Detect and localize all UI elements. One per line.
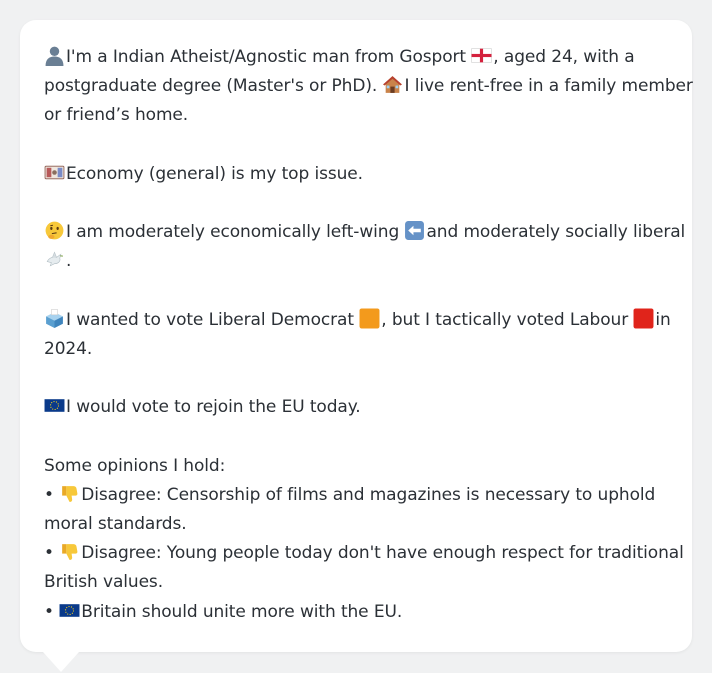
ideology-line: I am moderately economically left-wing a…	[44, 218, 685, 247]
ideology-line-cont: .	[44, 247, 668, 276]
thumbs-down-icon	[59, 541, 80, 562]
vote-year: 2024.	[44, 338, 93, 359]
bio-housing: I live rent-free in a family member	[404, 76, 693, 97]
spacer	[44, 131, 668, 160]
ideology-end: .	[66, 251, 72, 272]
ideology-economic: I am moderately economically left-wing	[66, 222, 400, 243]
bio-line: postgraduate degree (Master's or PhD). I…	[44, 72, 693, 101]
orange-square-icon	[359, 308, 380, 329]
list-item: • Disagree: Censorship of films and maga…	[44, 481, 668, 510]
dove-icon	[44, 249, 65, 270]
bio-age-degree: , aged 24, with a	[493, 47, 635, 67]
vote-intended: I wanted to vote Liberal Democrat	[66, 309, 354, 330]
spacer	[44, 277, 668, 306]
profile-card: I'm a Indian Atheist/Agnostic man from G…	[20, 20, 693, 652]
spacer	[44, 364, 668, 393]
bio-housing-cont: or friend’s home.	[44, 105, 189, 126]
list-item: • Britain should unite more with the EU.	[44, 598, 668, 627]
profile-text: I'm a Indian Atheist/Agnostic man from G…	[44, 43, 693, 627]
spacer	[44, 422, 668, 451]
eu-line: I would vote to rejoin the EU today.	[44, 393, 668, 422]
bullet: •	[44, 543, 54, 564]
opinion-text: Disagree: Young people today don't have …	[81, 543, 684, 564]
opinion-text: British values.	[44, 572, 163, 593]
speech-bubble-tail	[43, 652, 79, 672]
opinion-text: Disagree: Censorship of films and magazi…	[81, 484, 656, 505]
ballot-box-icon	[44, 308, 65, 329]
vote-actual: , but I tactically voted Labour	[381, 309, 629, 330]
spacer	[44, 189, 668, 218]
vote-line: I wanted to vote Liberal Democrat , but …	[44, 306, 671, 335]
opinions-heading: Some opinions I hold:	[44, 455, 226, 476]
issue-line: Economy (general) is my top issue.	[44, 160, 668, 189]
eu-flag-icon	[59, 600, 80, 621]
thumbs-down-icon	[59, 483, 80, 504]
list-item-cont: moral standards.	[44, 510, 668, 539]
top-issue: Economy (general) is my top issue.	[66, 163, 363, 184]
vote-line-cont: 2024.	[44, 335, 668, 364]
vote-in: in	[655, 309, 671, 330]
person-silhouette-icon	[44, 45, 65, 66]
money-banknote-icon	[44, 162, 65, 183]
bio-line: or friend’s home.	[44, 101, 668, 130]
red-square-icon	[633, 308, 654, 329]
bio-intro: I'm a Indian Atheist/Agnostic man from G…	[66, 47, 466, 67]
bullet: •	[44, 484, 54, 505]
opinion-text: Britain should unite more with the EU.	[81, 601, 403, 622]
opinion-text: moral standards.	[44, 514, 187, 534]
eu-flag-icon	[44, 395, 65, 416]
bullet: •	[44, 601, 54, 622]
bio-line: I'm a Indian Atheist/Agnostic man from G…	[44, 43, 668, 72]
list-item: • Disagree: Young people today don't hav…	[44, 539, 684, 568]
list-item-cont: British values.	[44, 568, 668, 597]
ideology-social: and moderately socially liberal	[426, 222, 686, 243]
bio-degree: postgraduate degree (Master's or PhD).	[44, 76, 378, 97]
house-icon	[382, 74, 403, 95]
england-flag-icon	[471, 45, 493, 66]
left-arrow-icon	[404, 220, 425, 241]
thinking-face-icon	[44, 220, 65, 241]
eu-stance: I would vote to rejoin the EU today.	[66, 397, 361, 418]
